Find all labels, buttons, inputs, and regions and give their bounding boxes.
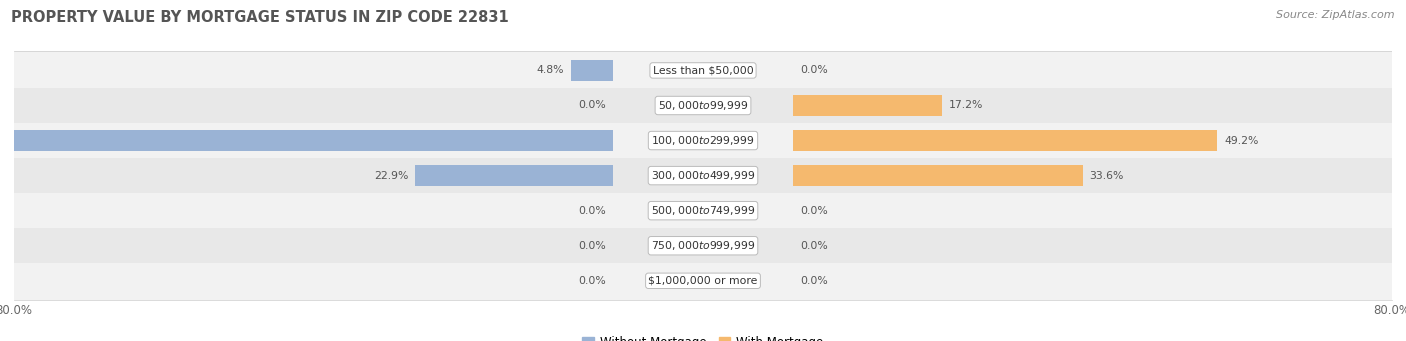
Text: 0.0%: 0.0% xyxy=(800,276,828,286)
Bar xyxy=(415,165,613,186)
Bar xyxy=(571,60,613,81)
Text: 0.0%: 0.0% xyxy=(578,276,606,286)
Text: 22.9%: 22.9% xyxy=(374,170,409,181)
Text: 0.0%: 0.0% xyxy=(800,65,828,75)
Text: Source: ZipAtlas.com: Source: ZipAtlas.com xyxy=(1277,10,1395,20)
Text: $300,000 to $499,999: $300,000 to $499,999 xyxy=(651,169,755,182)
Bar xyxy=(14,193,1392,228)
Text: PROPERTY VALUE BY MORTGAGE STATUS IN ZIP CODE 22831: PROPERTY VALUE BY MORTGAGE STATUS IN ZIP… xyxy=(11,10,509,25)
Bar xyxy=(14,158,1392,193)
Bar xyxy=(14,263,1392,298)
Bar xyxy=(14,123,1392,158)
Text: 0.0%: 0.0% xyxy=(800,241,828,251)
Text: 4.8%: 4.8% xyxy=(537,65,564,75)
Text: $500,000 to $749,999: $500,000 to $749,999 xyxy=(651,204,755,217)
Text: 49.2%: 49.2% xyxy=(1225,136,1258,146)
Text: $750,000 to $999,999: $750,000 to $999,999 xyxy=(651,239,755,252)
Bar xyxy=(14,228,1392,263)
Text: $1,000,000 or more: $1,000,000 or more xyxy=(648,276,758,286)
Text: 33.6%: 33.6% xyxy=(1090,170,1123,181)
Text: $50,000 to $99,999: $50,000 to $99,999 xyxy=(658,99,748,112)
Bar xyxy=(0,130,613,151)
Text: 0.0%: 0.0% xyxy=(578,241,606,251)
Bar xyxy=(14,88,1392,123)
Text: 17.2%: 17.2% xyxy=(949,101,983,110)
Legend: Without Mortgage, With Mortgage: Without Mortgage, With Mortgage xyxy=(582,336,824,341)
Text: $100,000 to $299,999: $100,000 to $299,999 xyxy=(651,134,755,147)
Bar xyxy=(793,165,1083,186)
Text: Less than $50,000: Less than $50,000 xyxy=(652,65,754,75)
Bar xyxy=(14,53,1392,88)
Text: 0.0%: 0.0% xyxy=(800,206,828,216)
Bar xyxy=(793,95,942,116)
Text: 0.0%: 0.0% xyxy=(578,101,606,110)
Bar xyxy=(793,130,1218,151)
Text: 0.0%: 0.0% xyxy=(578,206,606,216)
